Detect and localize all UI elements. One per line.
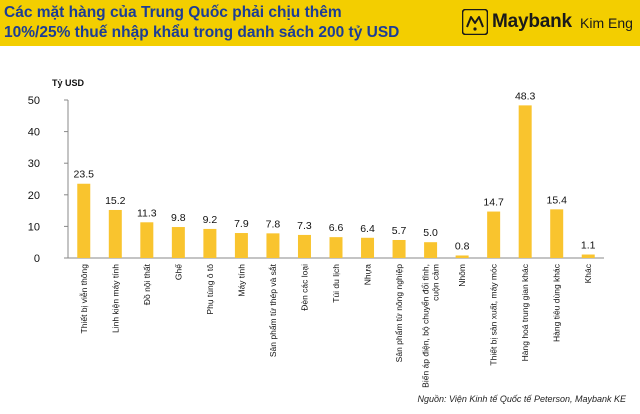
x-tick-label-line: Sản phẩm từ thép và sắt xyxy=(268,263,278,357)
x-tick-label: Biến áp điện, bộ chuyển đổi tĩnh, cuộn cả… xyxy=(421,264,441,388)
value-label: 48.3 xyxy=(515,90,536,102)
value-label: 7.9 xyxy=(234,218,249,230)
value-label: 0.8 xyxy=(455,240,470,252)
x-tick-label: Sản phẩm từ nông nghiệp xyxy=(394,264,404,363)
x-tick-label: Máy tính xyxy=(236,264,246,297)
bar xyxy=(297,234,311,258)
y-tick-label: 10 xyxy=(28,221,40,233)
x-tick-label-line: Thiết bị viễn thông xyxy=(79,264,89,334)
title-line-2: 10%/25% thuế nhập khẩu trong danh sách 2… xyxy=(4,24,400,41)
value-label: 5.7 xyxy=(392,225,407,237)
x-tick-label-line: Thiết bị sản xuất, máy móc xyxy=(489,263,499,365)
x-tick-label: Nhôm xyxy=(457,264,467,287)
x-tick-label-line: Túi du lịch xyxy=(331,264,341,303)
bar xyxy=(108,209,122,258)
x-tick-label: Sản phẩm từ thép và sắt xyxy=(268,263,278,357)
value-label: 9.2 xyxy=(203,214,218,226)
x-tick-label: Ghế xyxy=(173,264,183,280)
bar xyxy=(518,105,532,258)
x-tick-label-line: Đồ nội thất xyxy=(142,263,152,305)
x-tick-label: Đồ nội thất xyxy=(142,263,152,305)
bar xyxy=(550,209,564,258)
y-tick-label: 40 xyxy=(28,127,40,139)
x-tick-label-line: Ghế xyxy=(173,264,183,280)
header-banner: Các mặt hàng của Trung Quốc phải chịu th… xyxy=(0,0,640,46)
x-tick-label: Hàng tiêu dùng khác xyxy=(552,263,562,342)
value-labels: 23.5 15.2 11.3 9.8 9.2 7.9 7.8 7.3 6.6 6.4 5.7 5.0 0… xyxy=(74,90,596,252)
y-tick-label: 30 xyxy=(28,158,40,170)
x-tick-label: Thiết bị viễn thông xyxy=(79,264,89,334)
x-tick-label-line: Sản phẩm từ nông nghiệp xyxy=(394,264,404,363)
x-tick-label-line: Đèn các loại xyxy=(299,264,309,311)
value-label: 6.4 xyxy=(360,223,375,235)
logo-subtext: Kim Eng xyxy=(580,15,633,31)
bar xyxy=(361,237,375,258)
x-tick-label: Thiết bị sản xuất, máy móc xyxy=(489,263,499,365)
x-tick-label-line: cuộn cảm xyxy=(431,264,441,301)
bar xyxy=(581,254,595,258)
bar xyxy=(140,222,154,258)
title-line-1: Các mặt hàng của Trung Quốc phải chịu th… xyxy=(4,4,342,21)
x-tick-label-line: Máy tính xyxy=(236,264,246,297)
bar xyxy=(171,227,185,258)
bar xyxy=(487,211,501,258)
value-label: 5.0 xyxy=(423,227,438,239)
value-label: 1.1 xyxy=(581,240,596,252)
bar xyxy=(234,233,248,258)
maybank-logo: Maybank Kim Eng xyxy=(462,8,636,38)
y-tick-label: 0 xyxy=(34,253,40,265)
x-tick-label-line: Hàng hoá trung gian khác xyxy=(520,263,530,361)
value-label: 9.8 xyxy=(171,212,186,224)
x-tick-label-line: Nhựa xyxy=(363,264,373,286)
bar xyxy=(455,255,469,258)
value-label: 11.3 xyxy=(137,207,157,219)
bar xyxy=(424,242,438,258)
value-label: 14.7 xyxy=(483,197,504,209)
bar xyxy=(329,237,343,258)
x-tick-label: Linh kiện máy tính xyxy=(110,264,120,333)
value-label: 6.6 xyxy=(329,222,344,234)
tiger-emblem-icon xyxy=(462,9,488,35)
chart-title: Các mặt hàng của Trung Quốc phải chịu th… xyxy=(4,3,459,43)
x-tick-label-line: Hàng tiêu dùng khác xyxy=(552,263,562,342)
x-tick-label: Nhựa xyxy=(363,264,373,286)
y-axis-label: Tỷ USD xyxy=(52,78,85,88)
x-tick-label: Hàng hoá trung gian khác xyxy=(520,263,530,361)
value-label: 23.5 xyxy=(74,169,95,181)
y-tick-label: 20 xyxy=(28,190,40,202)
bar xyxy=(392,239,406,258)
x-tick-label-line: Khác xyxy=(583,263,593,283)
x-tick-label: Phụ tùng ô tô xyxy=(205,264,215,315)
bars xyxy=(77,105,595,258)
bar xyxy=(203,228,217,258)
x-tick-label: Đèn các loại xyxy=(299,264,309,311)
x-tick-labels: Thiết bị viễn thông Linh kiện máy tính Đồ … xyxy=(79,263,593,388)
value-label: 7.3 xyxy=(297,220,312,232)
value-label: 15.4 xyxy=(546,194,567,206)
bar xyxy=(77,183,91,258)
x-tick-label: Túi du lịch xyxy=(331,264,341,303)
value-label: 15.2 xyxy=(105,195,126,207)
x-tick-label-line: Biến áp điện, bộ chuyển đổi tĩnh, xyxy=(421,264,431,388)
x-tick-label: Khác xyxy=(583,263,593,283)
value-label: 7.8 xyxy=(266,218,281,230)
logo-name: Maybank xyxy=(492,11,572,32)
source-note: Nguồn: Viện Kinh tế Quốc tế Peterson, Ma… xyxy=(417,394,626,404)
x-tick-label-line: Nhôm xyxy=(457,264,467,287)
y-ticks: 0 10 20 30 40 50 xyxy=(28,95,68,265)
x-tick-label-line: Linh kiện máy tính xyxy=(110,264,120,333)
y-tick-label: 50 xyxy=(28,95,40,107)
x-tick-label-line: Phụ tùng ô tô xyxy=(205,264,215,315)
bar-chart: Tỷ USD 0 10 20 30 40 50 23.5 15.2 11.3 9.8 9.2 7.9… xyxy=(28,78,604,388)
bar xyxy=(266,233,280,258)
